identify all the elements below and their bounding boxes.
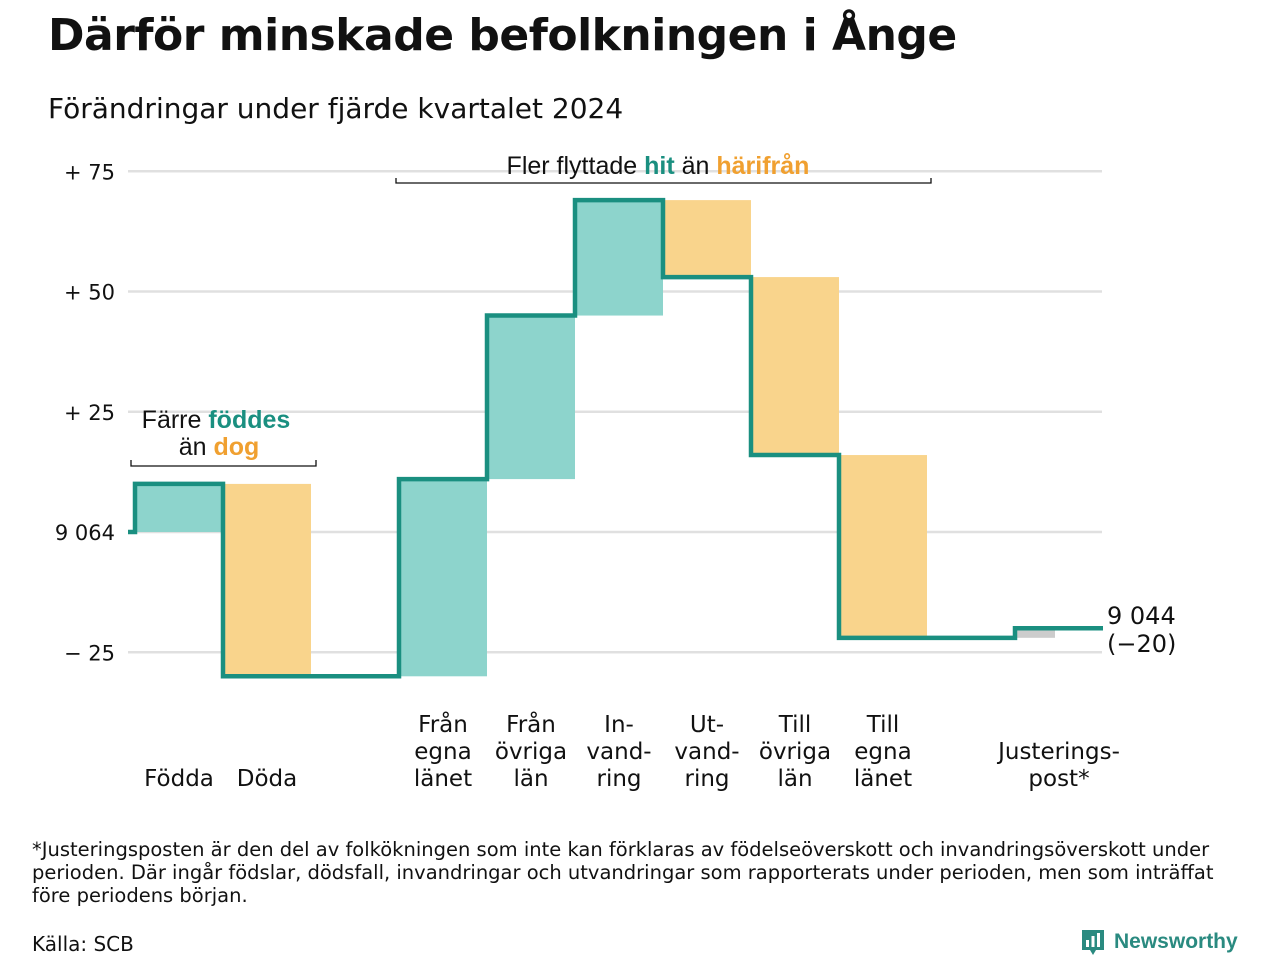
x-axis-label: Justerings-post*	[996, 739, 1120, 792]
annot-highlight: föddes	[208, 406, 290, 434]
cumulative-step-line	[128, 197, 1103, 679]
end-change-label: (−20)	[1107, 630, 1176, 658]
x-axis-label: Från övriga län	[495, 710, 567, 792]
newsworthy-logo-icon	[1082, 930, 1104, 955]
x-axis-label: Till övriga län	[759, 712, 831, 792]
y-tick-label: − 25	[64, 641, 115, 665]
annot-highlight: dog	[213, 433, 259, 461]
y-axis-ticks: + 75 + 50 + 25 9 064 − 25	[55, 160, 115, 665]
step-line	[128, 197, 1103, 679]
x-axis-label-line: övriga	[759, 739, 831, 765]
migration-annotation: Fler flyttade hit än härifrån	[507, 152, 810, 180]
x-axis-label-line: Döda	[237, 766, 297, 792]
bar	[399, 479, 487, 677]
x-axis-label-line: vand-	[586, 739, 651, 765]
x-axis-label-line: In-	[604, 712, 634, 738]
chart-subtitle: Förändringar under fjärde kvartalet 2024	[48, 92, 624, 125]
x-axis-label-line: Födda	[144, 766, 214, 792]
bars	[135, 200, 1055, 677]
migration-bracket	[395, 178, 932, 184]
x-axis-label: Ut-vand-ring	[674, 712, 739, 792]
bar	[1015, 628, 1055, 638]
bar	[663, 200, 751, 278]
newsworthy-logo: Newsworthy	[1080, 928, 1238, 956]
x-axis-label-line: länet	[414, 766, 472, 792]
annot-highlight: hit	[644, 152, 675, 180]
x-axis-label-line: Till	[866, 712, 900, 738]
births-bracket	[130, 460, 317, 467]
bar	[839, 455, 927, 638]
annot-text: Fler flyttade	[507, 152, 645, 180]
x-axis-label: In-vand-ring	[586, 712, 651, 792]
x-axis-label-line: län	[513, 766, 548, 792]
bar	[135, 483, 223, 532]
x-axis-label-line: Från	[506, 710, 556, 738]
x-axis-label-line: egna	[414, 739, 471, 765]
bar	[751, 277, 839, 456]
y-tick-label: + 25	[64, 401, 115, 425]
x-axis-label: Födda	[144, 766, 214, 792]
x-axis-label-line: Ut-	[690, 712, 724, 738]
x-axis-label-line: egna	[854, 739, 911, 765]
annot-highlight: härifrån	[716, 152, 809, 180]
x-axis-label: Från egna länet	[414, 710, 472, 792]
births-annotation-line1: Färre föddes	[142, 406, 291, 434]
logo-text: Newsworthy	[1114, 930, 1238, 953]
footnote: *Justeringsposten är den del av folkökni…	[32, 838, 1214, 907]
x-axis-label-line: post*	[1028, 766, 1089, 792]
bar	[223, 483, 311, 677]
end-value-label: 9 044	[1107, 602, 1176, 630]
annot-text: än	[675, 152, 717, 180]
chart-title: Därför minskade befolkningen i Ånge	[48, 10, 957, 61]
x-axis-label-line: ring	[596, 766, 641, 792]
bar	[487, 315, 575, 480]
x-axis-label-line: Från	[418, 710, 468, 738]
x-axis-label-line: övriga	[495, 739, 567, 765]
x-axis-label: Döda	[237, 766, 297, 792]
x-axis-label-line: Till	[778, 712, 812, 738]
x-axis-label: Till egna länet	[854, 712, 912, 792]
x-axis-label-line: Justerings-	[996, 739, 1120, 765]
y-tick-label: 9 064	[55, 521, 115, 545]
x-axis-label-line: vand-	[674, 739, 739, 765]
bar	[575, 200, 663, 316]
annot-text: Färre	[142, 406, 209, 434]
x-axis-label-line: län	[777, 766, 812, 792]
y-tick-label: + 50	[64, 281, 115, 305]
source-note: Källa: SCB	[32, 932, 134, 956]
births-annotation-line2: än dog	[179, 433, 260, 461]
x-axis-label-line: länet	[854, 766, 912, 792]
y-tick-label: + 75	[64, 160, 115, 184]
x-axis-label-line: ring	[684, 766, 729, 792]
annot-text: än	[179, 433, 214, 461]
